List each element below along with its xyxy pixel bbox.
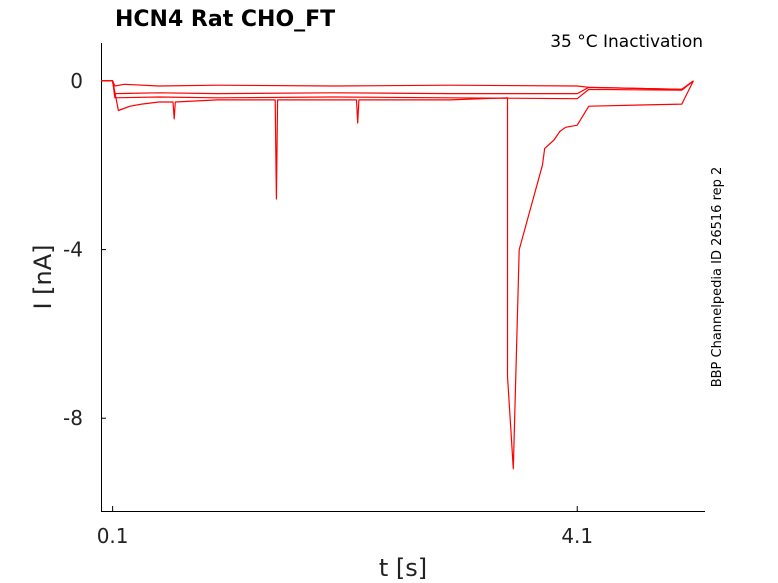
x-ticks: 0.1 4.1 [97,506,593,548]
side-note: BBP Channelpedia ID 26516 rep 2 [710,167,725,388]
y-tick-label: -4 [63,238,83,262]
y-tick-label: -8 [63,406,83,430]
series-line-4 [101,80,694,470]
axes [101,43,705,512]
chart-title: HCN4 Rat CHO_FT [115,7,335,32]
series-line-2 [101,80,694,95]
plot-area [101,80,694,470]
x-tick-label: 4.1 [561,524,593,548]
x-axis-label: t [s] [379,554,427,582]
y-axis-label: I [nA] [29,244,57,309]
y-ticks: 0 -4 -8 [63,69,106,430]
series-line-3 [101,80,694,100]
y-tick-label: 0 [70,69,83,93]
x-tick-label: 0.1 [97,524,129,548]
chart-subtitle: 35 °C Inactivation [550,32,703,52]
